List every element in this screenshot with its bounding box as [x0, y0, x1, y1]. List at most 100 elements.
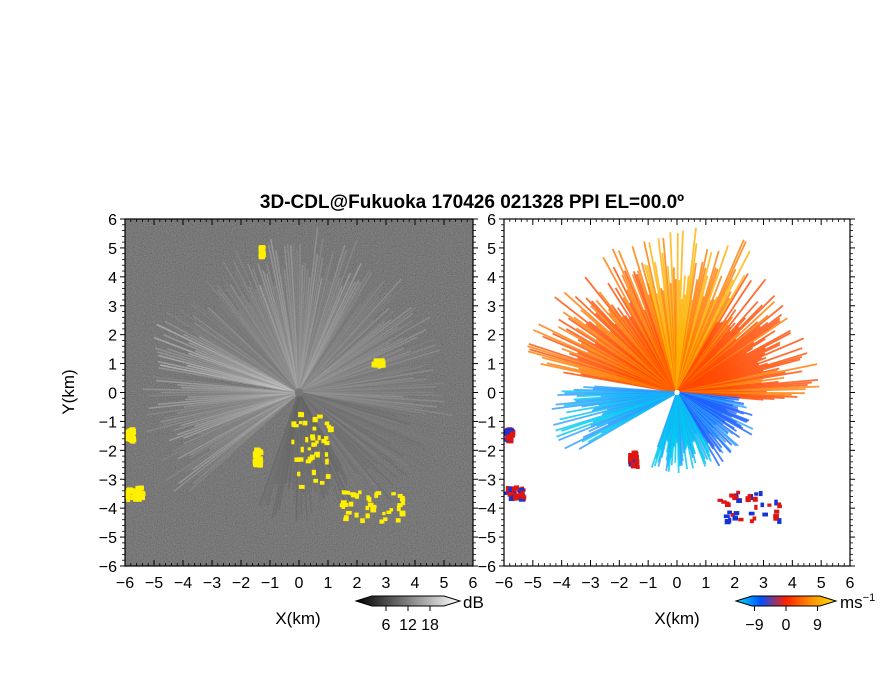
velocity-clutter-cell [777, 518, 782, 524]
reflectivity-echo-cell [310, 434, 315, 439]
reflectivity-echo-cell [258, 456, 262, 463]
x-tick-label: −3 [203, 575, 221, 592]
x-tick-label: −6 [116, 575, 134, 592]
reflectivity-echo-cell [348, 501, 354, 507]
reflectivity-colorbar-unit: dB [463, 593, 484, 612]
velocity-clutter-cell [752, 516, 757, 521]
reflectivity-echo-cell [386, 510, 392, 514]
velocity-clutter-cell [736, 498, 742, 504]
reflectivity-echo-cell [371, 504, 377, 509]
velocity-clutter-cell [508, 495, 515, 502]
velocity-clutter-cell [507, 490, 512, 497]
reflectivity-echo-cell [399, 510, 406, 517]
velocity-clutter-cell [628, 452, 632, 459]
reflectivity-echo-cell [325, 474, 331, 479]
y-tick-label: −1 [99, 414, 117, 431]
reflectivity-echo-cell [298, 421, 302, 425]
velocity-clutter-cell [773, 513, 779, 519]
velocity-clutter-cell [774, 509, 780, 514]
velocity-clutter-cell [736, 490, 741, 495]
reflectivity-echo-cell [317, 435, 321, 441]
velocity-colorbar-ticks: −9 0 9 [745, 606, 822, 634]
velocity-clutter-cell [762, 512, 768, 517]
reflectivity-echo-cell [254, 449, 261, 453]
colorbar-tick-label: −9 [745, 617, 763, 634]
reflectivity-echo-cell [344, 490, 350, 495]
y-tick-label: 3 [108, 299, 117, 316]
velocity-clutter-patches [504, 427, 782, 525]
velocity-clutter-cell [754, 492, 759, 496]
reflectivity-echo-cell [314, 452, 320, 456]
x-tick-label: −6 [495, 575, 513, 592]
reflectivity-echo-cell [315, 440, 319, 444]
velocity-clutter-cell [728, 517, 732, 524]
reflectivity-ray [258, 396, 299, 506]
chart-title: 3D-CDL@Fukuoka 170426 021328 PPI EL=00.0… [260, 192, 684, 213]
y-tick-label: 5 [487, 241, 496, 258]
velocity-clutter-cell [508, 486, 512, 493]
velocity-clutter-cell [631, 454, 638, 460]
reflectivity-x-axis-label: X(km) [275, 609, 320, 628]
reflectivity-echo-cell [254, 453, 260, 457]
reflectivity-echo-cell [258, 451, 264, 456]
reflectivity-echo-cell [311, 442, 316, 447]
x-tick-label: 2 [353, 575, 362, 592]
y-tick-label: 1 [108, 357, 117, 374]
velocity-clutter-cell [749, 519, 754, 524]
reflectivity-echo-cell [130, 429, 136, 435]
reflectivity-y-axis-label: Y(km) [59, 369, 78, 414]
reflectivity-echo-cell [302, 420, 308, 426]
x-tick-label: −4 [174, 575, 192, 592]
velocity-ray [594, 385, 675, 394]
reflectivity-highlight-echoes [125, 245, 406, 524]
reflectivity-echo-cell [125, 429, 130, 436]
y-tick-label: −2 [478, 443, 496, 460]
reflectivity-colorbar-ticks: 6 12 18 [382, 606, 439, 634]
x-tick-label: 4 [788, 575, 797, 592]
reflectivity-echo-cell [130, 436, 137, 442]
reflectivity-echo-cell [375, 491, 382, 496]
reflectivity-echo-cell [358, 490, 362, 495]
reflectivity-echo-cell [129, 434, 135, 439]
reflectivity-echo-cell [125, 432, 130, 437]
velocity-clutter-cell [774, 499, 778, 506]
reflectivity-echo-cell [365, 513, 370, 519]
y-tick-label: −6 [99, 559, 117, 576]
velocity-clutter-cell [518, 492, 524, 498]
reflectivity-echo-cell [370, 507, 377, 513]
velocity-clutter-cell [747, 493, 752, 500]
reflectivity-axes: −6 −5 −4 −3 −2 −1 0 1 2 3 4 5 6 −6 −5 −4 −3 −2 −1 0 1 2 3 4 5 6 [99, 212, 478, 592]
velocity-colorbar-unit-base: ms [840, 593, 863, 612]
y-tick-label: −4 [99, 501, 117, 518]
colorbar-tick-label: 9 [813, 617, 822, 634]
reflectivity-echo-cell [141, 492, 145, 497]
velocity-clutter-cell [504, 491, 508, 495]
reflectivity-echo-cell [261, 245, 266, 250]
reflectivity-echo-cell [133, 496, 139, 502]
x-tick-label: 5 [817, 575, 826, 592]
reflectivity-echo-cell [132, 493, 139, 499]
x-tick-label: 1 [324, 575, 333, 592]
reflectivity-echo-cell [400, 495, 405, 500]
x-tick-label: 4 [411, 575, 420, 592]
y-tick-label: 5 [108, 241, 117, 258]
velocity-clutter-cell [730, 512, 735, 517]
x-tick-label: 6 [846, 575, 855, 592]
reflectivity-echo-cell [397, 493, 403, 498]
reflectivity-ray [151, 376, 295, 393]
reflectivity-echo-cell [326, 424, 331, 429]
reflectivity-echo-cell [373, 360, 380, 365]
reflectivity-panel: −6 −5 −4 −3 −2 −1 0 1 2 3 4 5 6 −6 −5 −4 −3 −2 −1 0 1 2 3 4 5 6 X… [59, 212, 478, 628]
velocity-clutter-cell [725, 501, 730, 506]
colorbar-tick-label: 6 [382, 617, 391, 634]
velocity-clutter-cell [777, 504, 782, 509]
reflectivity-rays [142, 227, 453, 521]
velocity-clutter-cell [724, 518, 731, 525]
y-tick-label: −6 [478, 559, 496, 576]
reflectivity-echo-cell [341, 490, 347, 495]
x-tick-label: −2 [610, 575, 628, 592]
reflectivity-echo-cell [135, 491, 139, 496]
reflectivity-echo-cell [324, 421, 330, 426]
velocity-clutter-cell [636, 459, 640, 465]
